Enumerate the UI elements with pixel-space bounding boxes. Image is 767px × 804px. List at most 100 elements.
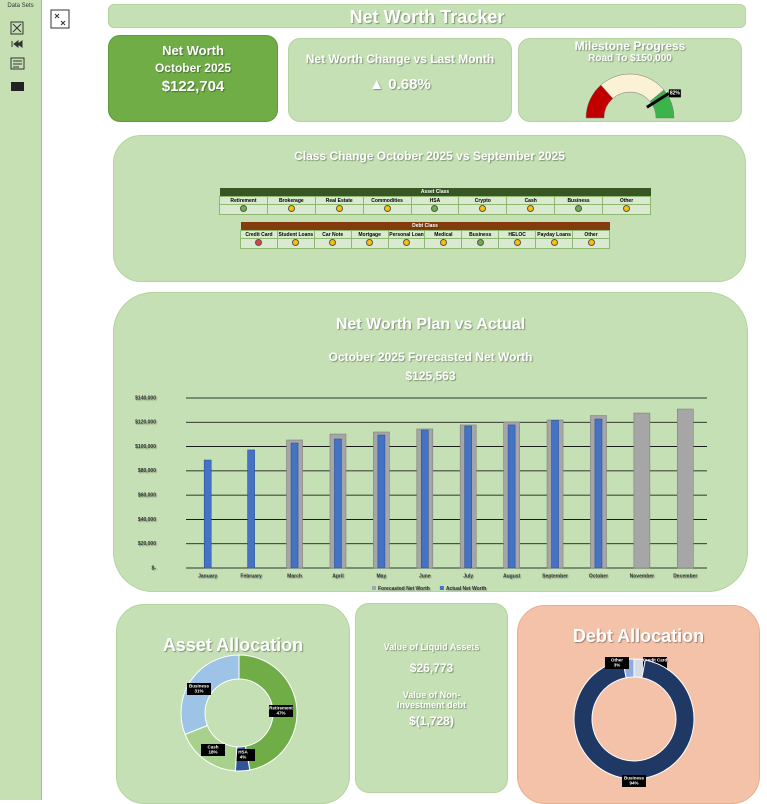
status-cell (387, 238, 426, 249)
x-tick-label: June (419, 573, 431, 579)
toolbar-icon[interactable] (50, 9, 70, 29)
status-indicator (239, 205, 247, 212)
y-tick-label: $80,000 (138, 468, 156, 474)
status-cell (535, 238, 574, 249)
slice-label-box (622, 775, 646, 787)
icon (12, 23, 22, 33)
change-title: Net Worth Change vs Last Month (305, 52, 495, 66)
status-cell (410, 204, 460, 215)
table-row: Retirement Brokerage Real Estate Commoditie… (219, 196, 651, 205)
slice-label-value: 31% (194, 689, 203, 694)
bar (464, 425, 473, 569)
status-cell (240, 238, 278, 249)
legend-swatch (372, 586, 376, 590)
bar (676, 408, 694, 569)
column-name: Cash (506, 196, 556, 205)
x-tick-label: August (503, 573, 521, 579)
bar (420, 429, 429, 569)
slice-label-box (269, 705, 293, 717)
bar (633, 412, 651, 569)
x-tick-label: October (589, 573, 608, 579)
status-indicator (292, 239, 300, 246)
plan-card: Net Worth Plan vs Actual October 2025 Fo… (113, 292, 748, 592)
x-tick-label: March (287, 573, 302, 579)
icon (10, 21, 24, 35)
status-cell (461, 238, 500, 249)
column-name: Business (554, 196, 603, 205)
table-header-row: Asset Class (219, 188, 651, 197)
liquid-card: Value of Liquid Assets $26,773 Value of … (355, 603, 508, 793)
change-card: Net Worth Change vs Last Month ▲ 0.68% (288, 38, 512, 122)
slice-label-value: 3% (614, 663, 621, 668)
x-tick-label: July (463, 573, 473, 579)
table-title: Debt Class (240, 222, 610, 231)
status-cell (506, 204, 556, 215)
y-tick-label: $- (152, 565, 157, 571)
column-name: Other (602, 196, 651, 205)
bar (594, 418, 603, 569)
class-change-title: Class Change October 2025 vs September 2… (294, 149, 565, 163)
status-cell (276, 238, 315, 249)
column-name: Other (572, 230, 610, 239)
column-name: Student Loans (276, 230, 315, 239)
status-cell (424, 238, 463, 249)
status-indicator (476, 239, 484, 246)
status-indicator (513, 239, 521, 246)
plan-annotation: $125,563 (405, 369, 456, 383)
icon (11, 82, 24, 91)
status-indicator (329, 239, 337, 246)
debt-title: Debt Allocation (572, 626, 705, 646)
debt-value: $(1,728) (409, 714, 454, 728)
column-name: Crypto (458, 196, 508, 205)
table-row (219, 204, 651, 215)
status-indicator (479, 205, 487, 212)
x-tick-label: April (332, 573, 344, 579)
bar (247, 449, 255, 569)
column-name: HELOC (498, 230, 537, 239)
status-cell (266, 204, 316, 215)
class-change-card: Class Change October 2025 vs September 2… (113, 135, 746, 282)
table-row (240, 238, 610, 249)
net-worth-value: $122,704 (161, 78, 225, 95)
status-cell (313, 238, 352, 249)
status-indicator (403, 239, 410, 246)
net-worth-period: October 2025 (154, 61, 232, 75)
column-name: Brokerage (266, 196, 316, 205)
slice-label-name: Cash (207, 745, 218, 750)
milestone-title: Milestone Progress (574, 39, 686, 53)
status-cell (350, 238, 389, 249)
gauge-label-box (668, 89, 681, 98)
sidebar-icons (10, 21, 25, 91)
column-name: Personal Loan (387, 230, 426, 239)
net-worth-label: Net Worth (162, 43, 224, 58)
bar (203, 459, 212, 569)
sidebar-title: Data Sets (7, 3, 34, 9)
column-name: Business (461, 230, 500, 239)
slice-label-box (201, 744, 225, 756)
column-name: Real Estate (314, 196, 364, 205)
y-tick-label: $40,000 (138, 517, 156, 523)
milestone-card: Milestone Progress Road To $150,000 82% (518, 38, 742, 122)
milestone-subtitle: Road To $150,000 (588, 53, 672, 64)
status-indicator (623, 205, 630, 212)
column-name: Mortgage (350, 230, 389, 239)
status-cell (602, 204, 651, 215)
status-indicator (335, 205, 343, 212)
column-name: Commodities (362, 196, 412, 205)
debt-label: Value of Non-Investment debt (396, 690, 466, 710)
bar (290, 442, 299, 569)
status-cell (314, 204, 364, 215)
slice-label-name: Business (189, 684, 210, 689)
slice-label-box (187, 683, 211, 695)
donut-slice (573, 659, 695, 780)
y-tick-label: $60,000 (138, 492, 156, 498)
x-tick-label: February (240, 573, 262, 579)
slice-label-name: Other (611, 658, 623, 663)
table-header-row: Debt Class (240, 222, 610, 231)
slice-label-name: Business (624, 776, 645, 781)
slice-label-value: 94% (629, 781, 638, 786)
y-tick-label: $120,000 (135, 420, 156, 426)
